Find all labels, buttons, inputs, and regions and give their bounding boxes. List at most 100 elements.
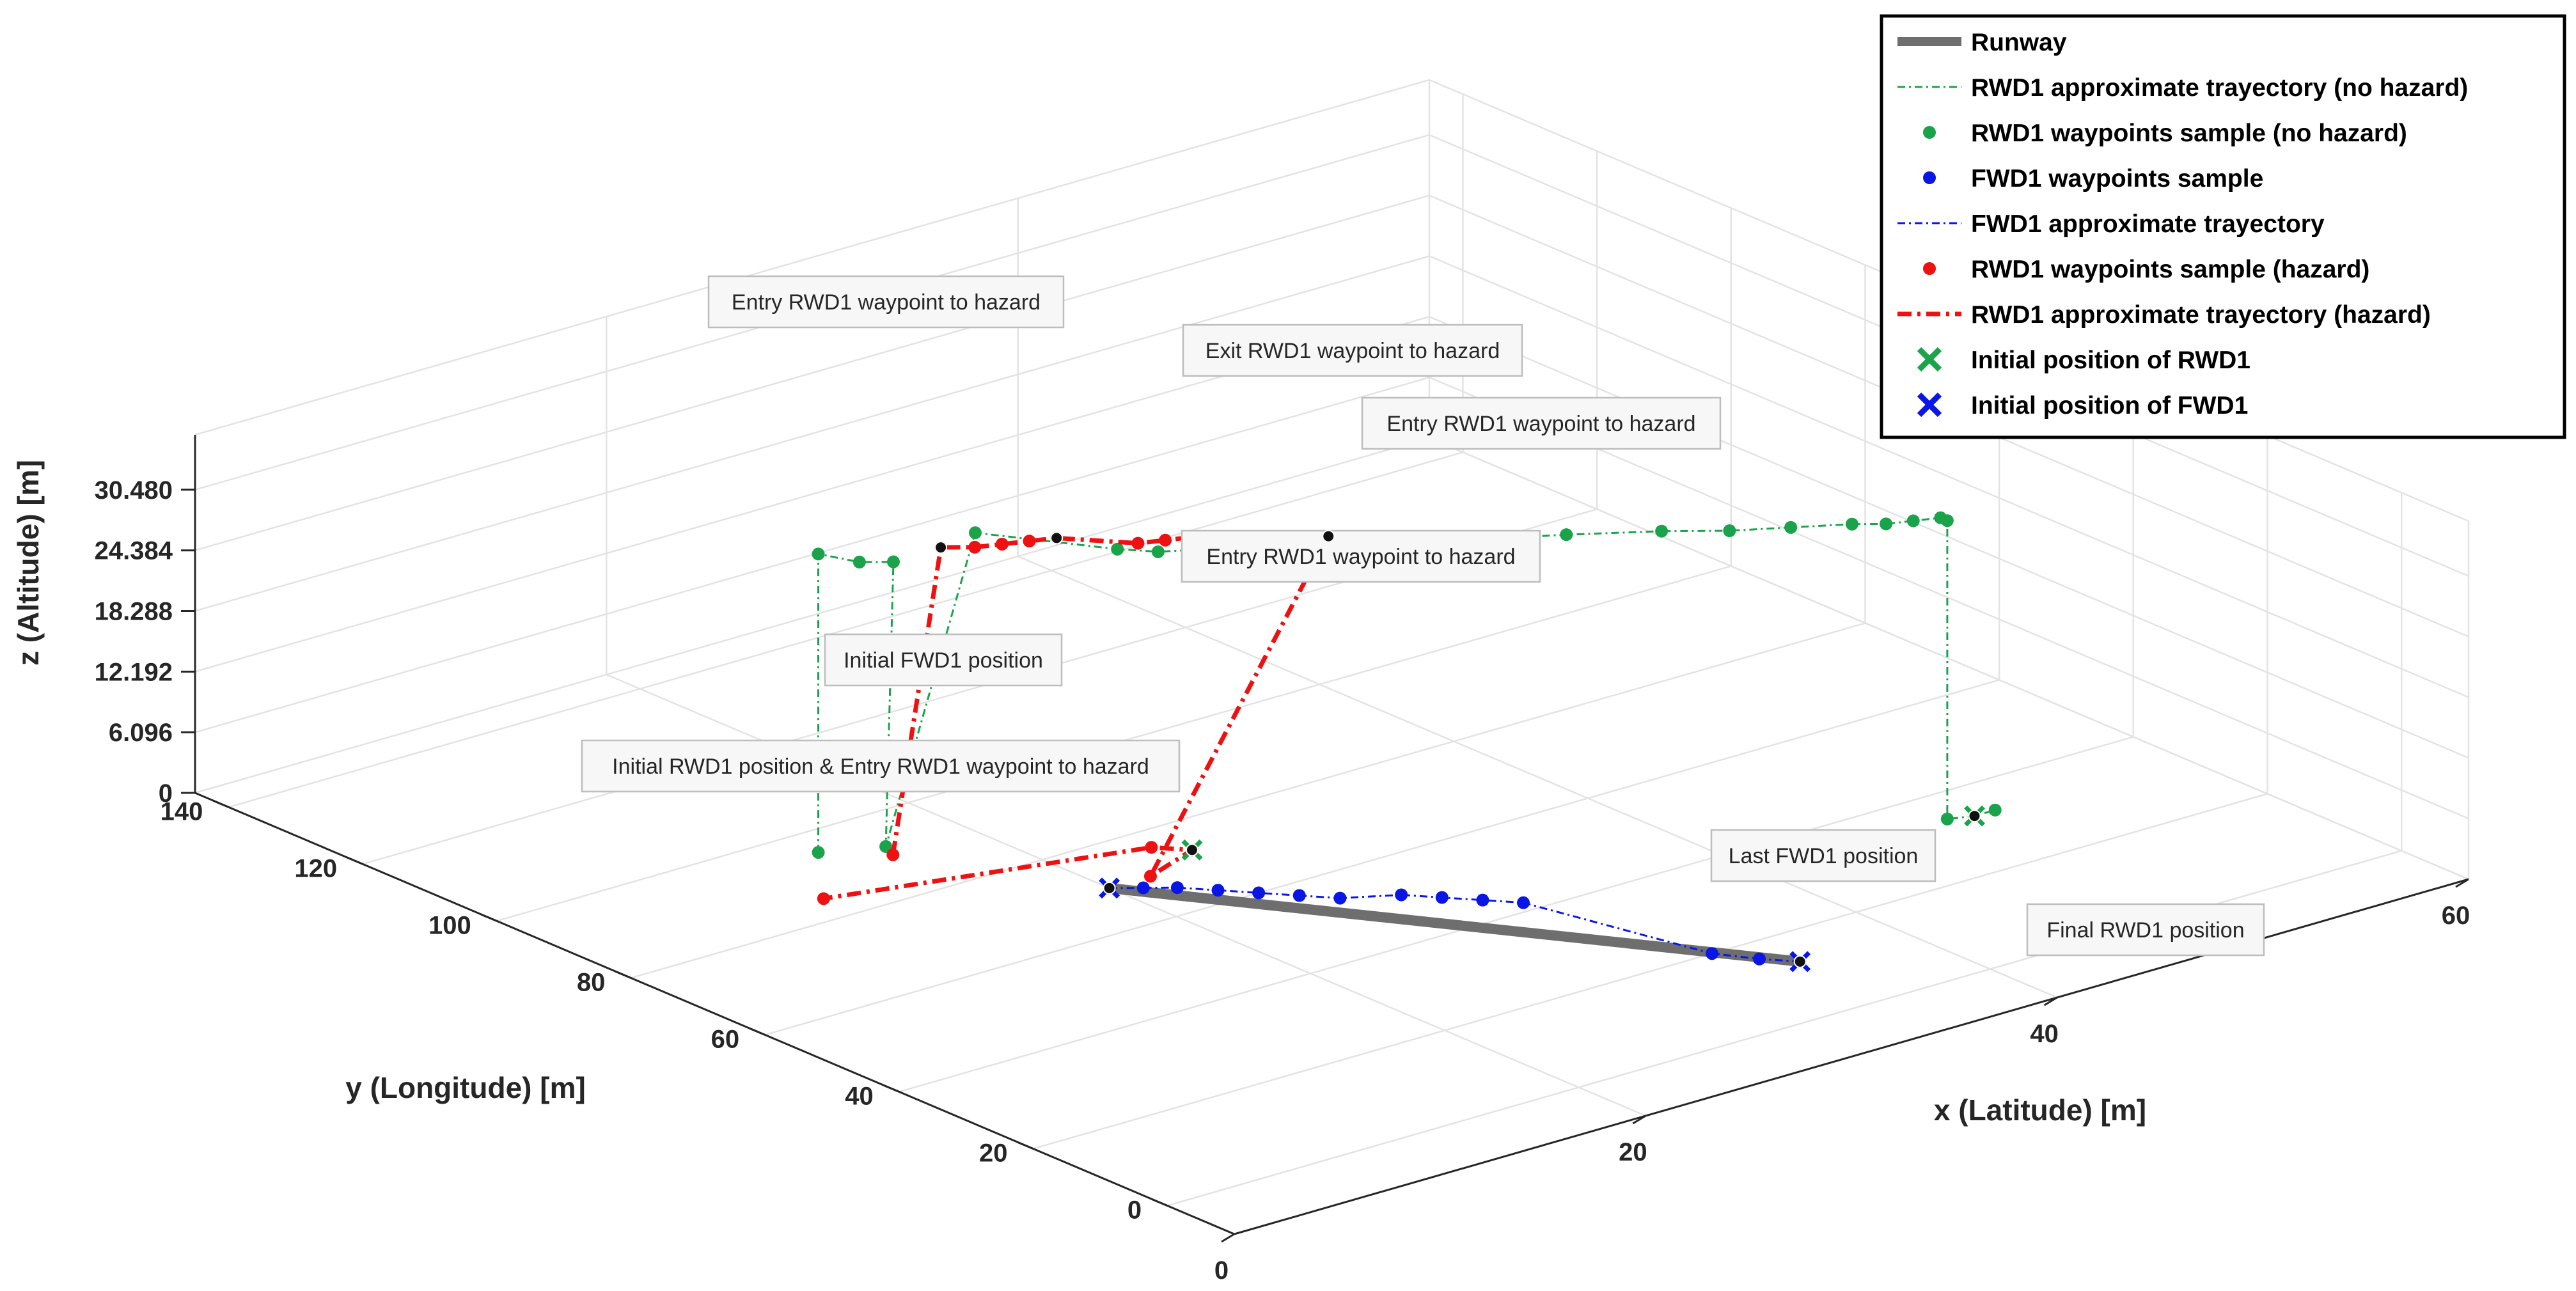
- fwd1-waypoint: [1395, 888, 1408, 902]
- y-tick-mark: [212, 799, 229, 808]
- annotation-label: Last FWD1 position: [1729, 844, 1919, 868]
- x-tick-label: 60: [2442, 902, 2470, 930]
- annotation-box: Last FWD1 position: [1710, 829, 1936, 968]
- rwd1-waypoint-no-hazard: [1988, 803, 2002, 817]
- annotation-anchor: [934, 541, 948, 554]
- legend-label: RWD1 waypoints sample (no hazard): [1971, 120, 2407, 147]
- fwd1-trajectory: [1109, 886, 1800, 963]
- y-axis-line: [194, 792, 1235, 1235]
- annotation-anchor: [1103, 881, 1116, 895]
- legend-label: FWD1 approximate trayectory: [1971, 210, 2325, 238]
- rwd1-waypoint-hazard: [817, 892, 830, 905]
- rwd1-waypoint-no-hazard: [1880, 517, 1893, 531]
- z-axis-label: z (Altitude) [m]: [12, 460, 45, 666]
- rwd1-waypoint-no-hazard: [1845, 517, 1858, 531]
- y-tick-label: 120: [294, 854, 337, 882]
- rwd1-waypoint-no-hazard: [968, 526, 982, 540]
- annotation-rect: [824, 633, 1063, 687]
- fwd1-waypoint: [1753, 952, 1766, 966]
- rwd1-trajectory-hazard: [823, 534, 1333, 901]
- y-tick-label: 100: [428, 911, 471, 939]
- legend-item: RWD1 approximate trayectory (hazard): [1897, 301, 2431, 329]
- z-tick-label: 30.480: [95, 476, 173, 505]
- rwd1-waypoint-hazard: [1023, 535, 1036, 548]
- annotation-label: Initial RWD1 position & Entry RWD1 waypo…: [612, 755, 1149, 779]
- y-tick-mark: [347, 856, 363, 865]
- rwd1-waypoint-no-hazard: [852, 556, 866, 569]
- rwd1-waypoint-hazard: [886, 848, 900, 861]
- legend-item: RWD1 approximate trayectory (no hazard): [1897, 74, 2468, 102]
- y-tick-mark: [615, 970, 632, 979]
- annotation-label: Final RWD1 position: [2046, 918, 2244, 943]
- annotation-box: Initial RWD1 position & Entry RWD1 waypo…: [581, 739, 1199, 857]
- rwd1-waypoint-no-hazard: [1560, 528, 1573, 542]
- x-tick-mark: [1632, 1115, 1647, 1125]
- y-tick-mark: [481, 913, 498, 922]
- x-tick-label: 40: [2030, 1020, 2059, 1048]
- y-tick-mark: [1017, 1141, 1034, 1150]
- legend-item: Initial position of RWD1: [1917, 347, 2250, 374]
- legend-label: Runway: [1971, 29, 2067, 56]
- annotation-box: Initial FWD1 position: [824, 633, 1116, 895]
- y-tick-label: 0: [1127, 1196, 1142, 1224]
- fwd1-waypoint: [1252, 886, 1266, 900]
- y-tick-label: 80: [577, 968, 606, 996]
- y-tick-mark: [1151, 1198, 1168, 1207]
- gridline-z: [194, 255, 2469, 698]
- gridline-z: [194, 376, 2469, 820]
- rwd1-waypoint-no-hazard: [1111, 542, 1124, 556]
- legend-item: FWD1 approximate trayectory: [1897, 210, 2325, 238]
- rwd1-waypoint-no-hazard: [1940, 514, 1954, 528]
- annotation-anchor: [1968, 810, 1981, 823]
- rwd1-waypoint-hazard: [995, 537, 1009, 551]
- z-tick-label: 12.192: [95, 658, 173, 686]
- fwd1-waypoint: [1517, 896, 1530, 909]
- annotation-box: Final RWD1 position: [1968, 810, 2265, 957]
- x-tick-mark: [1221, 1233, 1235, 1243]
- y-tick-label: 60: [711, 1025, 740, 1053]
- rwd1-waypoint-no-hazard: [812, 846, 825, 859]
- rwd1-waypoint-no-hazard: [812, 547, 825, 561]
- legend-label: RWD1 waypoints sample (hazard): [1971, 256, 2369, 283]
- annotation-anchor: [1186, 843, 1199, 857]
- annotation-label: Entry RWD1 waypoint to hazard: [732, 290, 1041, 315]
- fwd1-waypoint: [1435, 891, 1449, 904]
- annotation-label: Initial FWD1 position: [844, 648, 1043, 673]
- rwd1-waypoint-no-hazard: [1940, 812, 1954, 825]
- x-axis-label: x (Latitude) [m]: [1934, 1093, 2146, 1127]
- legend: Runway RWD1 approximate trayectory (no ha…: [1880, 14, 2566, 439]
- annotation-rect: [1181, 529, 1541, 583]
- gridline-y: [228, 94, 1464, 808]
- annotation-rect: [1361, 396, 1722, 450]
- rwd1-waypoint-hazard: [968, 540, 982, 554]
- rwd1-waypoint-no-hazard: [886, 555, 900, 568]
- legend-swatch-dot: [1923, 171, 1936, 184]
- fwd1-waypoint: [1170, 881, 1184, 895]
- y-tick-label: 20: [979, 1139, 1008, 1167]
- legend-label: RWD1 approximate trayectory (no hazard): [1971, 74, 2468, 102]
- gridline-z: [194, 315, 2469, 759]
- x-tick-label: 0: [1214, 1256, 1229, 1285]
- annotation-rect: [707, 275, 1065, 329]
- legend-item: Initial position of FWD1: [1917, 392, 2248, 419]
- fwd1-waypoint: [1333, 891, 1347, 905]
- y-tick-mark: [749, 1028, 766, 1036]
- x-tick-label: 20: [1619, 1138, 1647, 1166]
- rwd1-waypoint-hazard: [1131, 536, 1145, 550]
- annotation-box: Entry RWD1 waypoint to hazard: [1181, 529, 1541, 583]
- annotation-box: Exit RWD1 waypoint to hazard: [1050, 324, 1523, 545]
- legend-box: [1880, 14, 2566, 439]
- fwd1-waypoint: [1211, 884, 1225, 897]
- annotation-rect: [1710, 829, 1936, 882]
- rwd1-waypoint-no-hazard: [1151, 545, 1165, 558]
- legend-item: RWD1 waypoints sample (hazard): [1923, 256, 2369, 283]
- y-tick-label: 40: [845, 1082, 874, 1110]
- annotation-anchor: [1793, 955, 1807, 968]
- y-tick-label: 140: [161, 797, 203, 825]
- y-axis-label: y (Longitude) [m]: [345, 1071, 586, 1104]
- legend-label: Initial position of RWD1: [1971, 347, 2250, 374]
- legend-label: RWD1 approximate trayectory (hazard): [1971, 301, 2431, 329]
- x-tick-mark: [2455, 878, 2469, 888]
- annotation-box: Entry RWD1 waypoint to hazard: [707, 275, 1065, 554]
- gridline-y: [496, 208, 1732, 922]
